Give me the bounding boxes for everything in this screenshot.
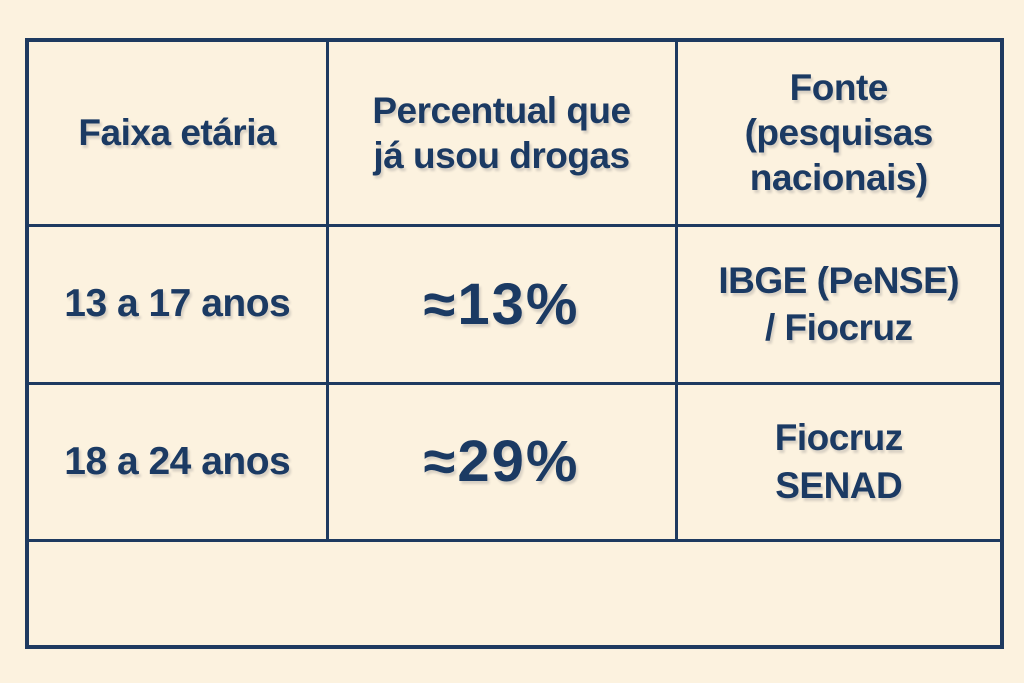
cell-age-range-13-17: 13 a 17 anos <box>25 223 329 385</box>
empty-footer-cell <box>25 538 1004 649</box>
table-row: 18 a 24 anos ≈29% Fiocruz SENAD <box>25 381 1004 542</box>
table-header-row: Faixa etária Percentual que já usou drog… <box>25 38 1004 227</box>
header-cell-age-range: Faixa etária <box>25 38 329 227</box>
cell-source-13-17: IBGE (PeNSE) / Fiocruz <box>674 223 1004 385</box>
cell-percentage-13-17: ≈13% <box>325 223 678 385</box>
cell-age-range-18-24: 18 a 24 anos <box>25 381 329 542</box>
table-footer-row <box>25 538 1004 649</box>
header-cell-percentage: Percentual que já usou drogas <box>325 38 678 227</box>
table-row: 13 a 17 anos ≈13% IBGE (PeNSE) / Fiocruz <box>25 223 1004 385</box>
cell-source-18-24: Fiocruz SENAD <box>674 381 1004 542</box>
cell-percentage-18-24: ≈29% <box>325 381 678 542</box>
drug-use-statistics-table: Faixa etária Percentual que já usou drog… <box>25 38 1004 649</box>
header-cell-source: Fonte (pesquisas nacionais) <box>674 38 1004 227</box>
